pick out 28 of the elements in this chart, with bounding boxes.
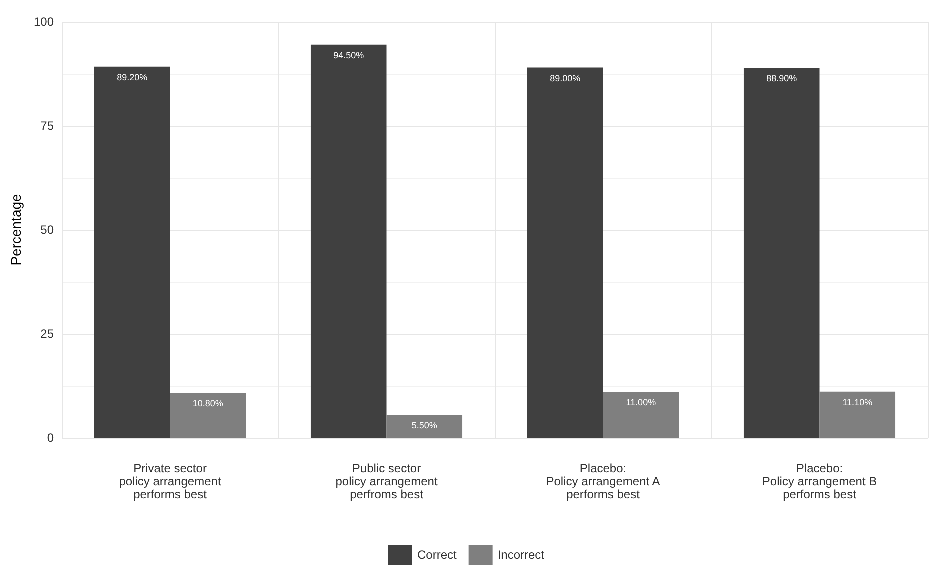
data-label: 88.90% bbox=[766, 74, 798, 84]
bar bbox=[527, 68, 604, 438]
data-label: 11.00% bbox=[626, 398, 656, 408]
data-label: 94.50% bbox=[334, 50, 364, 60]
bar bbox=[310, 44, 387, 438]
bar bbox=[386, 415, 463, 438]
x-tick-label: Placebo: Policy arrangement A performs best bbox=[546, 462, 660, 502]
y-tick-label: 25 bbox=[40, 327, 54, 341]
bar bbox=[603, 392, 680, 438]
data-label: 5.50% bbox=[412, 420, 438, 431]
y-tick-label: 0 bbox=[47, 431, 54, 445]
data-label: 10.80% bbox=[192, 398, 224, 409]
legend-label: Incorrect bbox=[498, 548, 546, 562]
y-tick-label: 100 bbox=[34, 15, 54, 29]
bar bbox=[820, 392, 896, 438]
bar bbox=[744, 68, 820, 438]
y-tick-label: 75 bbox=[40, 119, 54, 133]
data-label: 11.10% bbox=[842, 397, 873, 408]
y-tick-label: 50 bbox=[40, 223, 54, 237]
data-label: 89.00% bbox=[550, 73, 581, 84]
x-tick-label: Placebo: Policy arrangement B performs best bbox=[762, 462, 878, 502]
x-tick-label: Public sector policy arrangement perfroms best bbox=[336, 462, 438, 502]
x-tick-label: Private sector policy arrangement performs best bbox=[119, 462, 222, 502]
bar bbox=[94, 66, 170, 438]
bar bbox=[170, 393, 246, 438]
data-label: 89.20% bbox=[117, 72, 148, 82]
legend-label: Correct bbox=[417, 548, 458, 562]
y-axis-title: Percentage bbox=[8, 194, 24, 266]
